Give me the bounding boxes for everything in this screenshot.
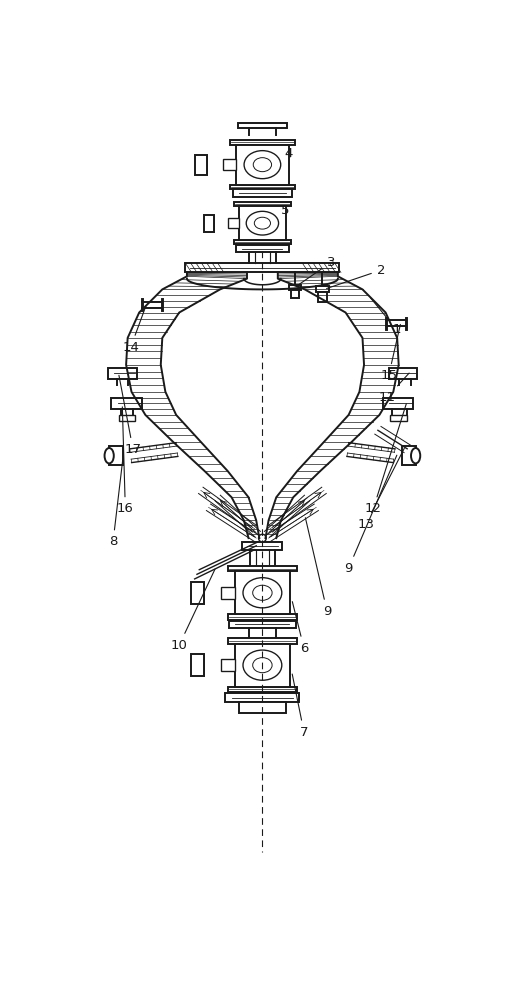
FancyBboxPatch shape xyxy=(228,614,297,620)
FancyBboxPatch shape xyxy=(233,240,291,244)
FancyBboxPatch shape xyxy=(228,566,297,571)
Ellipse shape xyxy=(246,211,279,235)
FancyBboxPatch shape xyxy=(236,145,289,185)
Text: 14: 14 xyxy=(122,306,146,354)
FancyBboxPatch shape xyxy=(221,659,234,671)
FancyBboxPatch shape xyxy=(402,446,416,465)
FancyBboxPatch shape xyxy=(204,215,214,232)
Ellipse shape xyxy=(253,585,272,600)
FancyBboxPatch shape xyxy=(228,638,297,644)
FancyBboxPatch shape xyxy=(185,263,339,272)
FancyBboxPatch shape xyxy=(225,693,300,702)
Text: 11: 11 xyxy=(379,373,409,404)
FancyBboxPatch shape xyxy=(236,245,289,252)
Text: 9: 9 xyxy=(305,518,331,618)
Text: 5: 5 xyxy=(281,204,289,217)
Text: 10: 10 xyxy=(171,569,215,652)
FancyBboxPatch shape xyxy=(390,415,407,421)
FancyBboxPatch shape xyxy=(239,206,286,240)
FancyBboxPatch shape xyxy=(228,218,239,228)
Text: 16: 16 xyxy=(117,407,134,515)
FancyBboxPatch shape xyxy=(239,702,286,713)
Ellipse shape xyxy=(411,448,420,463)
FancyBboxPatch shape xyxy=(191,582,204,604)
Ellipse shape xyxy=(104,448,114,463)
FancyBboxPatch shape xyxy=(109,446,123,465)
Text: 6: 6 xyxy=(292,602,308,655)
Text: 1: 1 xyxy=(370,298,400,336)
FancyBboxPatch shape xyxy=(233,189,292,197)
FancyBboxPatch shape xyxy=(242,542,283,550)
FancyBboxPatch shape xyxy=(108,368,137,379)
FancyBboxPatch shape xyxy=(112,398,142,409)
Ellipse shape xyxy=(244,151,281,179)
FancyBboxPatch shape xyxy=(228,687,297,692)
FancyBboxPatch shape xyxy=(318,292,327,302)
FancyBboxPatch shape xyxy=(221,587,234,599)
Circle shape xyxy=(259,534,266,542)
FancyBboxPatch shape xyxy=(119,415,135,421)
FancyBboxPatch shape xyxy=(382,398,413,409)
FancyBboxPatch shape xyxy=(315,286,329,292)
Text: 9: 9 xyxy=(345,455,397,575)
FancyBboxPatch shape xyxy=(233,202,291,206)
FancyBboxPatch shape xyxy=(234,571,290,614)
FancyBboxPatch shape xyxy=(291,290,298,298)
Text: 17: 17 xyxy=(119,375,141,456)
Ellipse shape xyxy=(243,650,282,680)
Text: 15: 15 xyxy=(380,324,400,382)
FancyBboxPatch shape xyxy=(191,654,204,676)
Ellipse shape xyxy=(243,578,282,608)
Text: 2: 2 xyxy=(327,264,385,289)
FancyBboxPatch shape xyxy=(223,159,236,170)
FancyBboxPatch shape xyxy=(196,155,207,175)
FancyBboxPatch shape xyxy=(390,368,417,379)
FancyBboxPatch shape xyxy=(289,285,301,290)
Text: 13: 13 xyxy=(357,448,404,531)
Text: 3: 3 xyxy=(298,256,335,285)
FancyBboxPatch shape xyxy=(230,185,295,189)
Text: 7: 7 xyxy=(292,674,308,739)
Ellipse shape xyxy=(253,158,271,172)
Ellipse shape xyxy=(254,217,270,229)
FancyBboxPatch shape xyxy=(228,620,296,628)
Ellipse shape xyxy=(253,658,272,673)
FancyBboxPatch shape xyxy=(238,123,287,128)
Text: 12: 12 xyxy=(365,404,407,515)
Text: 8: 8 xyxy=(109,460,123,548)
FancyBboxPatch shape xyxy=(234,644,290,687)
Text: 4: 4 xyxy=(284,147,293,160)
FancyBboxPatch shape xyxy=(230,140,295,145)
